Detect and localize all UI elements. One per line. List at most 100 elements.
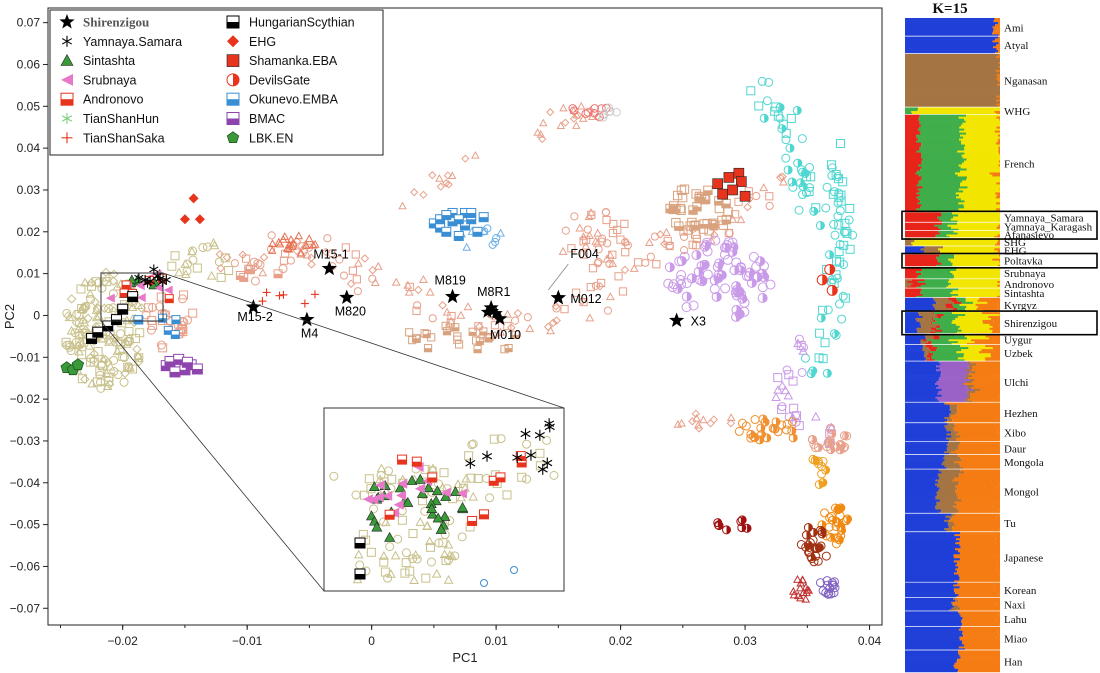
admixture-bar-orange (985, 335, 1000, 338)
background-point (506, 323, 516, 333)
background-point (310, 239, 320, 248)
admixture-bar-yellow (950, 282, 1000, 286)
admixture-bar-orange (950, 416, 996, 420)
admixture-bar-red (905, 232, 941, 235)
admixture-bar-orange (998, 22, 1000, 25)
admixture-bar-fill (997, 303, 1000, 307)
admixture-bar-blue (905, 499, 940, 502)
admixture-bar-yellow (961, 329, 993, 333)
admixture-bar-fill (998, 477, 1000, 480)
admixture-bar-yellow (948, 281, 998, 284)
background-point (571, 288, 581, 297)
admixture-label: Ami (1004, 22, 1024, 34)
admixture-bar-fill (999, 613, 1000, 616)
background-point (831, 169, 841, 179)
background-point (765, 201, 774, 211)
background-point (404, 287, 414, 296)
inset-background-point (376, 463, 387, 473)
bmac-point (191, 363, 203, 375)
admixture-bar-green (921, 144, 965, 147)
admixture-label: Naxi (1004, 600, 1025, 612)
admixture-bar-fill (997, 317, 1000, 321)
hungarianscythian-point (117, 303, 129, 315)
background-point (86, 294, 96, 304)
background-point (95, 366, 105, 376)
background-point (746, 429, 756, 439)
background-point (782, 365, 792, 375)
inset-sintashta-point (457, 501, 469, 512)
admixture-bar-red (905, 204, 922, 207)
admixture-bar-blue (905, 648, 966, 651)
admixture-bar-blue (905, 20, 994, 23)
yamnaya-samara-point (134, 272, 144, 283)
admixture-bar-brown (935, 507, 957, 510)
admixture-bar-green (921, 204, 964, 207)
background-point (742, 523, 752, 533)
admixture-bar-brown (944, 451, 951, 454)
admixture-bar-brown (936, 301, 954, 305)
admixture-bar-yellow (967, 186, 1000, 189)
admixture-label: Xibo (1004, 427, 1027, 439)
admixture-bar-orange (957, 497, 1000, 500)
background-point (835, 239, 845, 249)
background-point (471, 151, 480, 159)
background-point (533, 128, 542, 136)
admixture-bar-red (905, 162, 922, 165)
background-point (180, 259, 191, 268)
admixture-bar-fill (997, 234, 1000, 237)
admixture-bar-orange (972, 400, 1000, 403)
shirenzigou-label: M15-1 (313, 248, 348, 262)
background-point (735, 289, 746, 300)
background-point (734, 426, 744, 436)
admixture-bar-blue (905, 327, 917, 331)
admixture-bar-red (905, 154, 922, 157)
background-point (735, 262, 746, 273)
background-point (552, 316, 561, 325)
admixture-bar-purple (941, 388, 973, 392)
background-point (736, 215, 746, 224)
admixture-bar-green (918, 198, 961, 201)
inset-background-point (329, 471, 339, 481)
admixture-bar-blue (905, 421, 945, 424)
admixture-bar-brown (935, 505, 954, 508)
admixture-label: Yamnaya_Karagash (1004, 222, 1093, 234)
admixture-bar-blue (905, 546, 961, 549)
inset-background-point (353, 549, 364, 559)
admixture-bar-green (931, 341, 958, 344)
background-point (788, 433, 798, 443)
admixture-bar-brown (932, 303, 946, 307)
background-point (436, 182, 445, 191)
background-point (677, 418, 686, 427)
admixture-bar-blue (905, 441, 949, 444)
okunevo-emba-point (460, 220, 470, 231)
background-point (797, 367, 807, 377)
admixture-bar-red (905, 218, 939, 221)
admixture-bar-orange (960, 465, 1000, 468)
background-point (794, 421, 804, 431)
inset-srubnaya-point (373, 492, 384, 503)
background-point (818, 305, 828, 315)
admixture-bar-green (921, 166, 961, 169)
admixture-bar-yellow (948, 258, 993, 261)
inset-background-point (456, 492, 467, 502)
background-point (503, 309, 512, 318)
admixture-bar-yellow (959, 325, 993, 329)
background-point (224, 266, 234, 276)
admixture-bar-yellow (952, 262, 1000, 266)
admixture-bar-red (905, 208, 917, 211)
admixture-bar-orange (993, 46, 998, 49)
admixture-bar-blue (905, 331, 918, 334)
background-point (833, 171, 843, 181)
admixture-bar-yellow (968, 347, 993, 350)
admixture-bar-brown (922, 344, 927, 348)
inset-background-point (468, 439, 478, 449)
admixture-bar-brown (905, 87, 1000, 90)
admixture-bar-yellow (953, 230, 1000, 233)
admixture-bar-blue (905, 644, 965, 647)
admixture-bar-blue (905, 646, 959, 649)
admixture-bar-brown (905, 105, 999, 108)
background-point (834, 246, 844, 256)
admixture-bar-orange (956, 439, 1000, 442)
admixture-bar-red (905, 226, 939, 230)
